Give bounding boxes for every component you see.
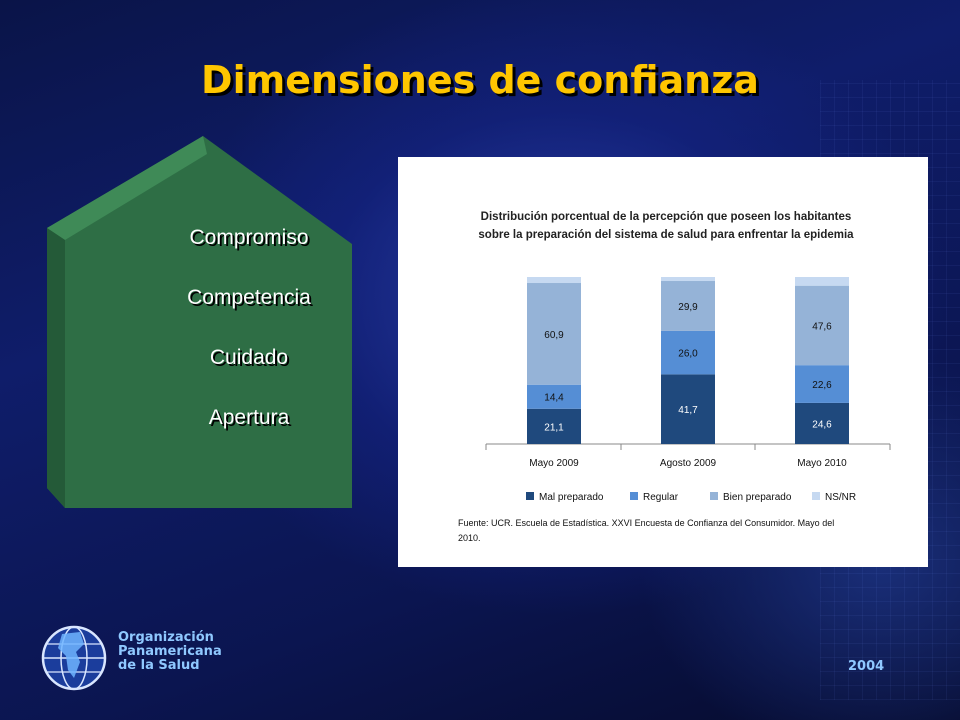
globe-logo-icon bbox=[41, 625, 107, 691]
x-tick-label: Mayo 2009 bbox=[529, 458, 579, 469]
trust-dimensions-house: Compromiso Competencia Cuidado Apertura bbox=[47, 136, 352, 508]
data-label: 60,9 bbox=[544, 330, 564, 341]
data-label: 24,6 bbox=[812, 419, 832, 430]
dimension-item: Compromiso bbox=[189, 226, 309, 249]
slide-title: Dimensiones de confianza bbox=[201, 58, 759, 102]
bar-segment bbox=[661, 330, 715, 375]
dimension-list: Compromiso Competencia Cuidado Apertura bbox=[104, 224, 394, 464]
year-label: 2004 bbox=[848, 659, 885, 674]
legend-label: Bien preparado bbox=[723, 492, 792, 503]
data-label: 29,9 bbox=[678, 302, 698, 313]
bar-segment bbox=[527, 277, 581, 284]
bar-segment bbox=[795, 365, 849, 403]
bar-segment bbox=[661, 374, 715, 444]
organization-line: Panamericana bbox=[118, 644, 222, 659]
data-label: 41,7 bbox=[678, 405, 698, 416]
legend-swatch bbox=[812, 492, 820, 500]
data-label: 47,6 bbox=[812, 321, 832, 332]
chart-panel: Distribución porcentual de la percepción… bbox=[398, 157, 928, 567]
legend-label: Mal preparado bbox=[539, 492, 604, 503]
organization-line: Organización bbox=[118, 630, 214, 645]
bar-segment bbox=[795, 285, 849, 366]
chart-source-line: 2010. bbox=[458, 533, 481, 543]
chart-title-line: Distribución porcentual de la percepción… bbox=[481, 211, 852, 223]
house-shape bbox=[47, 136, 352, 508]
legend-label: Regular bbox=[643, 492, 679, 503]
legend-swatch bbox=[630, 492, 638, 500]
bar-segment bbox=[661, 277, 715, 282]
organization-name: Organización Panamericana de la Salud bbox=[118, 631, 222, 673]
organization-line: de la Salud bbox=[118, 658, 200, 673]
x-tick-label: Agosto 2009 bbox=[660, 458, 717, 469]
bar-segment bbox=[527, 408, 581, 444]
legend-swatch bbox=[710, 492, 718, 500]
x-tick-label: Mayo 2010 bbox=[797, 458, 847, 469]
chart-title-line: sobre la preparación del sistema de salu… bbox=[478, 229, 854, 241]
dimension-item: Cuidado bbox=[209, 346, 289, 369]
legend-label: NS/NR bbox=[825, 492, 856, 503]
bar-segment bbox=[795, 402, 849, 444]
bar-segment bbox=[661, 281, 715, 331]
legend-swatch bbox=[526, 492, 534, 500]
data-label: 26,0 bbox=[678, 349, 698, 360]
data-label: 21,1 bbox=[544, 422, 564, 433]
dimension-item: Apertura bbox=[208, 406, 290, 429]
dimension-item: Competencia bbox=[187, 286, 311, 309]
stacked-bar-chart: Distribución porcentual de la percepción… bbox=[458, 211, 891, 543]
data-label: 14,4 bbox=[544, 393, 564, 404]
bar-segment bbox=[795, 277, 849, 286]
chart-source-line: Fuente: UCR. Escuela de Estadística. XXV… bbox=[458, 518, 834, 528]
bar-segment bbox=[527, 283, 581, 385]
bar-segment bbox=[527, 384, 581, 409]
data-label: 22,6 bbox=[812, 380, 832, 391]
